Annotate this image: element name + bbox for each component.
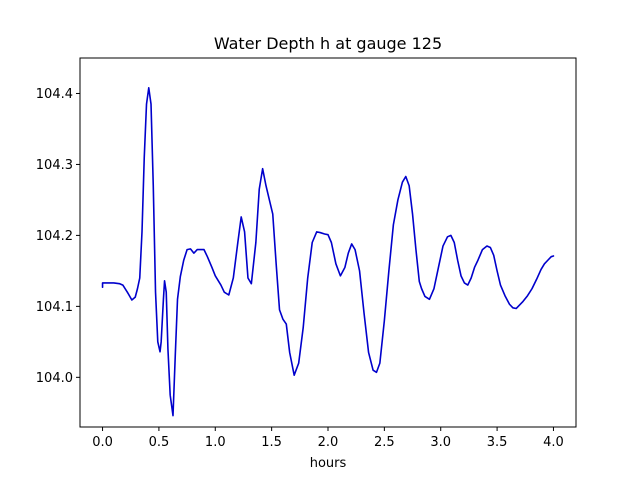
x-tick-label: 1.0 [205,435,226,450]
x-tick-label: 4.0 [543,435,564,450]
x-axis-label: hours [310,456,347,471]
x-axis: 0.0 0.5 1.0 1.5 2.0 2.5 3.0 3.5 4.0 [92,427,564,450]
x-tick-label: 1.5 [261,435,282,450]
series-line-water-depth [101,87,555,417]
x-tick-label: 0.0 [92,435,113,450]
x-tick-label: 2.5 [374,435,395,450]
x-tick-label: 3.0 [430,435,451,450]
y-tick-label: 104.0 [36,371,73,386]
x-tick-label: 2.0 [318,435,339,450]
y-tick-label: 104.4 [36,87,73,102]
x-tick-label: 0.5 [149,435,170,450]
x-tick-label: 3.5 [487,435,508,450]
plot-area [79,57,577,428]
y-axis: 104.0 104.1 104.2 104.3 104.4 [36,87,80,386]
y-tick-label: 104.2 [36,229,73,244]
y-tick-label: 104.1 [36,300,73,315]
y-tick-label: 104.3 [36,158,73,173]
chart-title: Water Depth h at gauge 125 [214,34,442,53]
